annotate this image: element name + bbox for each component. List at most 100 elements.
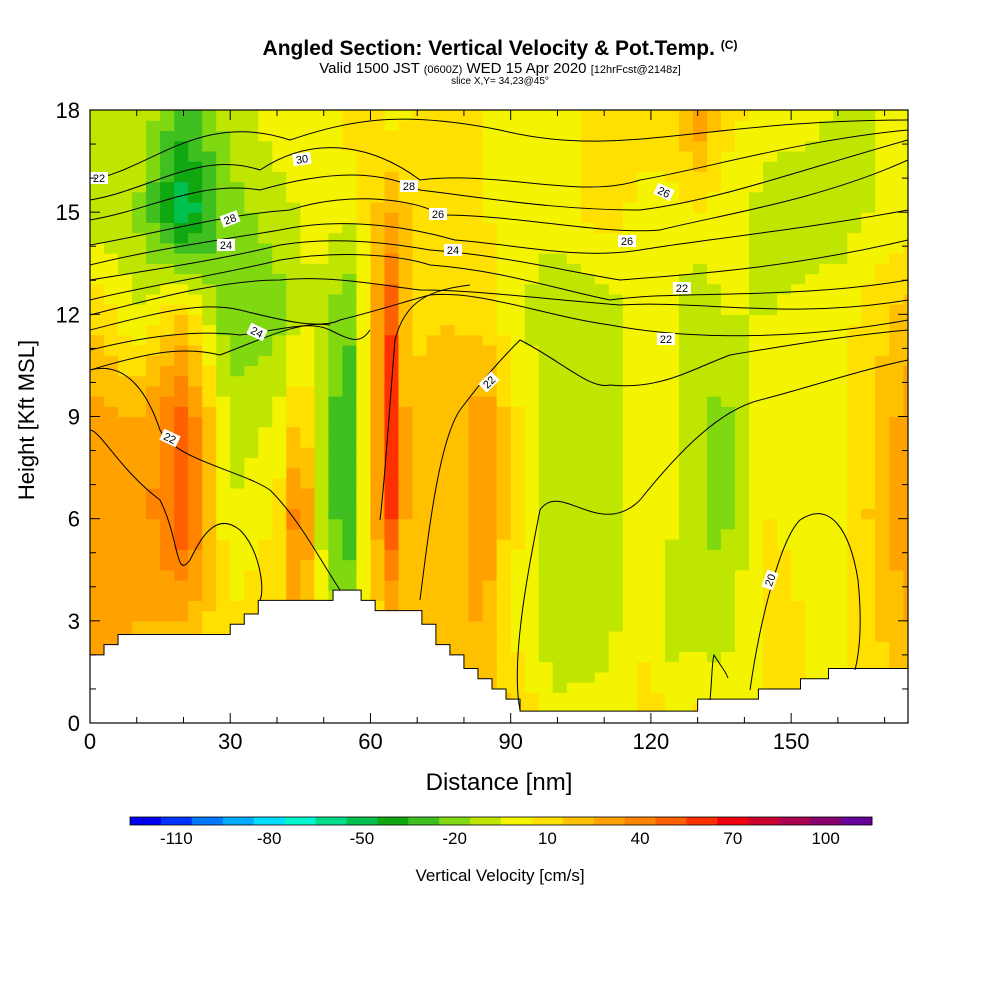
velocity-cell: [118, 508, 133, 519]
velocity-cell: [763, 130, 778, 141]
velocity-cell: [707, 478, 722, 489]
velocity-cell: [146, 560, 161, 571]
velocity-cell: [651, 437, 666, 448]
velocity-cell: [455, 171, 470, 182]
velocity-cell: [777, 243, 792, 254]
velocity-cell: [693, 447, 708, 458]
velocity-cell: [749, 508, 764, 519]
velocity-cell: [104, 130, 119, 141]
velocity-cell: [483, 141, 498, 152]
velocity-cell: [441, 457, 456, 468]
velocity-cell: [875, 529, 890, 540]
velocity-cell: [679, 345, 694, 356]
velocity-cell: [721, 171, 736, 182]
velocity-cell: [651, 233, 666, 244]
x-tick-label: 120: [633, 729, 670, 754]
velocity-cell: [903, 519, 918, 530]
velocity-cell: [399, 580, 414, 591]
velocity-cell: [763, 437, 778, 448]
velocity-cell: [413, 508, 428, 519]
velocity-cell: [258, 519, 273, 530]
velocity-cell: [483, 447, 498, 458]
velocity-cell: [763, 611, 778, 622]
velocity-cell: [889, 222, 904, 233]
velocity-cell: [889, 580, 904, 591]
velocity-cell: [160, 549, 175, 560]
velocity-cell: [581, 314, 596, 325]
velocity-cell: [609, 417, 624, 428]
velocity-cell: [791, 621, 806, 632]
velocity-cell: [174, 335, 189, 346]
velocity-cell: [511, 335, 526, 346]
velocity-cell: [791, 427, 806, 438]
velocity-cell: [539, 631, 554, 642]
velocity-cell: [595, 631, 610, 642]
velocity-cell: [847, 406, 862, 417]
colorbar-tick-label: 10: [538, 829, 557, 848]
velocity-cell: [160, 376, 175, 387]
velocity-cell: [370, 182, 385, 193]
velocity-cell: [202, 457, 217, 468]
velocity-cell: [833, 243, 848, 254]
velocity-cell: [791, 539, 806, 550]
velocity-cell: [483, 345, 498, 356]
velocity-cell: [847, 355, 862, 366]
velocity-cell: [511, 437, 526, 448]
velocity-cell: [903, 253, 918, 264]
velocity-cell: [567, 345, 582, 356]
velocity-cell: [286, 141, 301, 152]
velocity-cell: [146, 570, 161, 581]
velocity-cell: [427, 417, 442, 428]
colorbar-swatch: [532, 817, 563, 825]
velocity-cell: [735, 406, 750, 417]
velocity-cell: [90, 549, 105, 560]
velocity-cell: [525, 376, 540, 387]
velocity-cell: [230, 488, 245, 499]
velocity-cell: [286, 539, 301, 550]
velocity-cell: [875, 202, 890, 213]
velocity-cell: [216, 427, 231, 438]
velocity-cell: [889, 508, 904, 519]
velocity-cell: [665, 386, 680, 397]
velocity-cell: [286, 590, 301, 601]
velocity-cell: [104, 273, 119, 284]
velocity-cell: [693, 529, 708, 540]
velocity-cell: [637, 110, 652, 121]
velocity-cell: [244, 202, 259, 213]
velocity-cell: [272, 253, 287, 264]
velocity-cell: [483, 600, 498, 611]
velocity-cell: [553, 406, 568, 417]
velocity-cell: [721, 314, 736, 325]
velocity-cell: [791, 529, 806, 540]
velocity-cell: [539, 549, 554, 560]
velocity-cell: [244, 417, 259, 428]
velocity-cell: [805, 243, 820, 254]
velocity-cell: [497, 488, 512, 499]
velocity-cell: [805, 396, 820, 407]
velocity-cell: [272, 427, 287, 438]
velocity-cell: [693, 457, 708, 468]
velocity-cell: [399, 600, 414, 611]
velocity-cell: [553, 345, 568, 356]
velocity-cell: [735, 222, 750, 233]
velocity-cell: [328, 233, 343, 244]
velocity-cell: [216, 600, 231, 611]
velocity-cell: [539, 120, 554, 131]
velocity-cell: [651, 478, 666, 489]
velocity-cell: [637, 437, 652, 448]
velocity-cell: [511, 151, 526, 162]
velocity-cell: [413, 151, 428, 162]
velocity-cell: [721, 376, 736, 387]
velocity-cell: [903, 498, 918, 509]
velocity-cell: [146, 355, 161, 366]
velocity-cell: [819, 345, 834, 356]
velocity-cell: [735, 294, 750, 305]
velocity-cell: [272, 141, 287, 152]
velocity-cell: [623, 672, 638, 683]
velocity-cell: [90, 355, 105, 366]
velocity-cell: [286, 294, 301, 305]
contour-label: 24: [444, 244, 462, 257]
velocity-cell: [637, 641, 652, 652]
velocity-cell: [146, 212, 161, 223]
velocity-cell: [160, 611, 175, 622]
